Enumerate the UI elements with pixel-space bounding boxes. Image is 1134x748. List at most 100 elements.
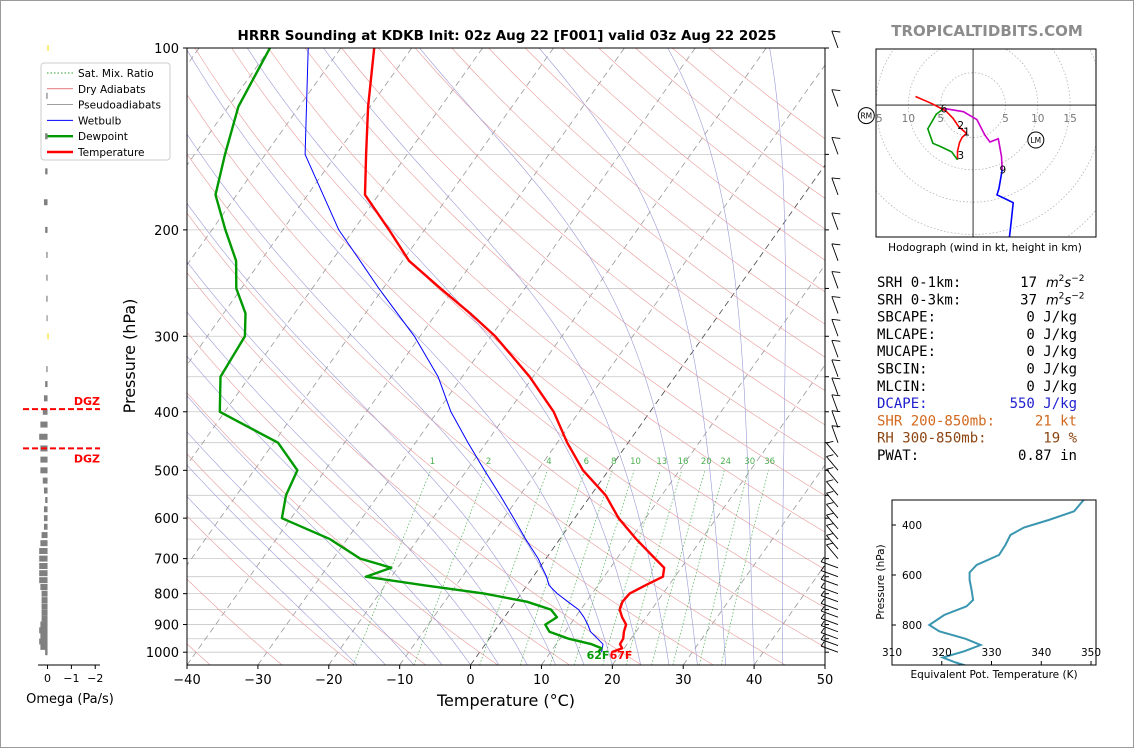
theta-e-ylabel: Pressure (hPa) xyxy=(875,544,887,619)
storm-motion-marker xyxy=(1027,131,1045,149)
dry-adiabat-line xyxy=(194,48,825,609)
omega-bar xyxy=(40,540,48,547)
omega-bar xyxy=(43,523,48,530)
dgz-label: DGZ xyxy=(74,395,100,408)
barb-flag xyxy=(831,243,841,246)
hodograph-segment xyxy=(926,107,959,161)
mixing-ratio-label: 2 xyxy=(486,457,491,467)
mixing-ratio-line xyxy=(698,470,749,665)
theta-e-ticks: 310 320 330 340 350 400 600 800 xyxy=(882,520,1101,665)
unit-superscript: −2 xyxy=(1071,274,1084,284)
omega-tick-label: 0 xyxy=(44,672,51,685)
isotherm-line xyxy=(753,564,825,665)
hodograph-ring-label: 15 xyxy=(1063,113,1076,125)
skewt-ylabel: Pressure (hPa) xyxy=(120,299,139,414)
wind-barbs xyxy=(820,30,841,653)
wind-barb xyxy=(831,212,841,231)
wind-barb xyxy=(820,574,839,586)
unit-base: m xyxy=(1046,293,1059,308)
omega-bar xyxy=(39,577,48,584)
barb-staff xyxy=(820,610,839,618)
parameter-value: 0 J/kg xyxy=(1026,327,1077,343)
barb-staff xyxy=(831,377,839,395)
parameter-value: 0 J/kg xyxy=(1026,379,1077,395)
moist-adiabat-line xyxy=(187,261,528,665)
wind-barb xyxy=(831,339,841,358)
barb-flag xyxy=(831,212,841,215)
omega-bar xyxy=(40,584,48,591)
omega-bar xyxy=(40,467,48,474)
parameter-label: SBCAPE: xyxy=(877,310,936,326)
moist-adiabat-line xyxy=(187,355,471,665)
barb-flag xyxy=(820,556,825,562)
parameter-label: MUCAPE: xyxy=(877,344,936,360)
omega-tick-label: −2 xyxy=(87,672,103,685)
x-tick-label: −20 xyxy=(315,673,342,688)
x-tick-label: −30 xyxy=(244,673,271,688)
watermark-text: TROPICALTIDBITS.COM xyxy=(891,22,1083,40)
omega-bar xyxy=(45,133,48,140)
mixing-ratio-line xyxy=(479,470,548,665)
barb-flag xyxy=(831,425,841,428)
barb-staff xyxy=(820,602,839,610)
chart-title: HRRR Sounding at KDKB Init: 02z Aug 22 [… xyxy=(238,28,777,44)
omega-bar xyxy=(43,487,48,494)
surface-temperature-label: 67F xyxy=(610,649,633,662)
wind-barb xyxy=(831,377,841,395)
mixing-ratio-label: 13 xyxy=(656,457,667,467)
mixing-ratio-line xyxy=(625,470,683,665)
isotherm-line xyxy=(470,164,825,665)
y-tick-label: 300 xyxy=(154,330,179,345)
isotherm-line xyxy=(612,364,825,665)
barb-flag xyxy=(831,271,841,273)
mixing-ratio-label: 10 xyxy=(630,457,641,467)
theta-e-x-tick-label: 340 xyxy=(1031,647,1051,659)
omega-bar xyxy=(47,45,49,51)
mixing-ratio-line xyxy=(413,470,488,665)
moist-adiabat-line xyxy=(187,496,358,665)
theta-e-y-tick-label: 600 xyxy=(902,570,922,582)
barb-staff xyxy=(826,525,839,540)
hodograph-frame xyxy=(875,48,1097,238)
barb-flag xyxy=(831,318,841,321)
barb-flag xyxy=(820,634,825,640)
omega-bar xyxy=(40,621,48,628)
moist-adiabat-line xyxy=(187,133,585,665)
parameter-label: RH 300-850mb: xyxy=(877,431,987,447)
omega-bar xyxy=(42,477,48,484)
mixing-ratio-line xyxy=(720,470,769,665)
barb-flag xyxy=(831,137,841,139)
barb-staff xyxy=(831,394,839,412)
parameter-label: DCAPE: xyxy=(877,396,928,412)
barb-staff xyxy=(820,645,839,653)
moist-adiabat-line xyxy=(187,395,443,665)
hodograph-segment xyxy=(943,107,1003,170)
isotherm-line xyxy=(824,664,825,665)
omega-bar xyxy=(45,649,48,656)
barb-flag xyxy=(826,523,834,526)
mixing-ratio-line xyxy=(602,470,661,665)
barb-flag xyxy=(826,490,834,494)
barb-flag xyxy=(831,89,841,92)
barb-flag xyxy=(826,533,834,536)
wind-barb xyxy=(826,479,839,496)
barb-staff xyxy=(831,296,839,314)
x-tick-label: 50 xyxy=(817,673,834,688)
unit-superscript: −2 xyxy=(1071,291,1084,301)
hodograph-ring-label: 10 xyxy=(902,113,915,125)
wind-barb xyxy=(820,606,839,618)
barb-staff xyxy=(826,469,839,484)
dry-adiabat-line xyxy=(187,331,570,665)
theta-e-y-tick-label: 400 xyxy=(902,520,922,532)
y-tick-label: 500 xyxy=(154,464,179,479)
hodograph-ring-label: 5 xyxy=(937,113,944,125)
mixing-ratio-label: 24 xyxy=(720,457,731,467)
barb-staff xyxy=(831,177,839,195)
wind-barb xyxy=(820,582,839,595)
legend-label: Dewpoint xyxy=(78,131,128,143)
hodograph-height-label: 1 xyxy=(963,126,970,138)
isotherm-line xyxy=(399,64,825,665)
omega-bar xyxy=(43,515,48,522)
wind-barb xyxy=(826,523,839,540)
